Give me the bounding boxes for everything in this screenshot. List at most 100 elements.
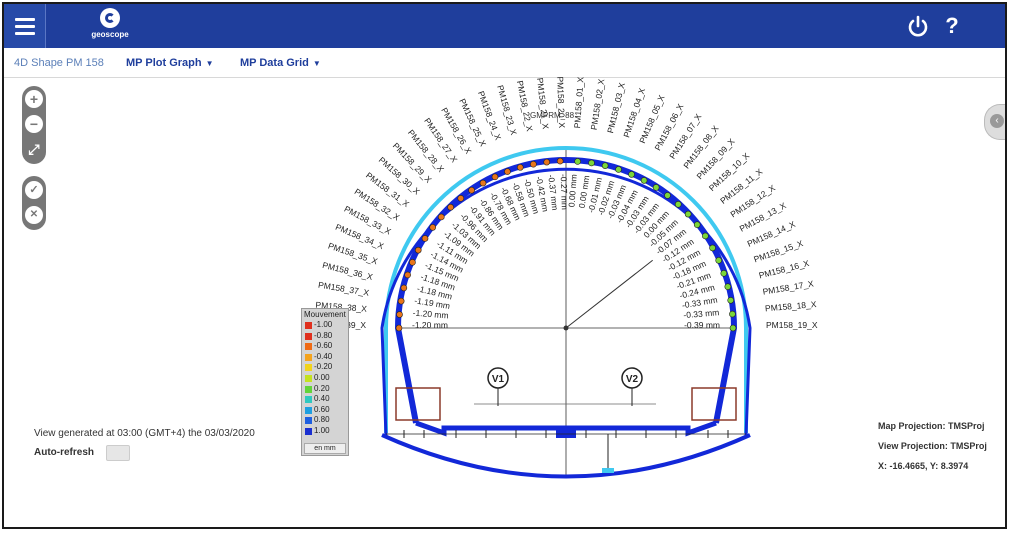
legend-value: -0.80 [314,330,333,340]
coordinates-readout: X: -16.4665, Y: 8.3974 [878,461,969,471]
measurement-point [729,310,736,318]
point-name-label: PM158_18_X [765,299,817,313]
point-name-label: PM158_02_X [589,78,607,131]
zoom-controls: + − ⤢ [22,86,46,164]
measurement-point [574,158,581,165]
measurement-point [709,244,716,252]
point-name-label: PM158_01_X [572,76,586,128]
caret-down-icon: ▼ [205,59,214,68]
point-name-label: PM158_19_X [766,320,818,330]
measurement-point [674,201,682,208]
legend-swatch [305,385,312,393]
measurement-point [429,224,437,231]
confirm-button[interactable]: ✓ [25,181,43,199]
zoom-in-button[interactable]: + [25,90,43,108]
breadcrumb: 4D Shape PM 158 [14,57,104,69]
measurement-point [715,257,722,264]
measurement-point [588,159,595,167]
measurement-point [447,203,454,211]
drain-pipe [602,468,614,473]
legend-row: 0.40 [302,394,348,405]
hamburger-menu-button[interactable] [4,4,46,48]
legend-swatch [305,406,312,414]
measurement-point [516,164,524,171]
legend-value: -0.20 [314,362,333,372]
zoom-out-button[interactable]: − [25,115,43,133]
radius-line [565,259,653,329]
legend-value: -0.40 [314,351,333,361]
measurement-point [400,284,408,292]
legend-rows: -1.00 -0.80 -0.60 -0.40 -0.20 0.00 0.20 0.40 0.6… [302,320,348,437]
movement-legend: Mouvement -1.00 -0.80 -0.60 -0.40 -0.20 0.00 0… [301,308,349,456]
top-point-label: GMPRM_88 [530,111,575,120]
fit-extent-button[interactable]: ⤢ [28,141,40,157]
inner-lining [394,157,738,424]
action-controls: ✓ ✕ [22,176,46,230]
auto-refresh-label: Auto-refresh [34,447,95,458]
chevron-left-icon: ‹ [990,114,1004,128]
power-button[interactable] [904,12,932,40]
view-generated-text: View generated at 03:00 (GMT+4) the 03/0… [34,428,255,439]
legend-value: 1.00 [314,425,330,435]
legend-value: 0.00 [314,372,330,382]
measurement-point [615,166,622,173]
measurement-point [628,171,635,178]
measurement-point [396,311,403,318]
legend-title: Mouvement [304,310,346,319]
geoscope-logo: geoscope [90,8,130,46]
mp-plot-graph-menu[interactable]: MP Plot Graph ▼ [126,57,214,69]
measurement-point [664,192,671,199]
measurement-point [409,259,416,266]
point-name-label: PM158_21_X [535,77,551,130]
outer-lining-light [384,146,748,433]
legend-swatch [305,417,312,425]
point-value-label: -1.20 mm [412,320,448,330]
menu-label: MP Plot Graph [126,57,202,69]
point-value-label: 0.00 mm [577,175,592,209]
logo-text: geoscope [91,30,129,39]
measurement-point [468,186,475,194]
legend-swatch [305,322,312,329]
top-bar: geoscope ? [4,4,1005,48]
outer-lining [380,167,752,437]
measurement-point [491,173,499,181]
point-name-label: PM158_36_X [321,260,374,282]
measurement-points [395,157,737,332]
section-markers: V1 V2 [487,367,643,406]
right-walkway [691,387,737,421]
mp-data-grid-menu[interactable]: MP Data Grid ▼ [240,57,321,69]
legend-unit: en mm [304,443,346,454]
legend-swatch [305,374,312,382]
point-value-label: -0.27 mm [559,174,570,210]
sub-navigation: 4D Shape PM 158 MP Plot Graph ▼ MP Data G… [4,48,1005,78]
legend-swatch [305,343,312,351]
side-panel-toggle[interactable]: ‹ [984,104,1005,140]
caret-down-icon: ▼ [312,59,321,68]
measurement-point [720,270,728,277]
measurement-point [601,162,609,169]
legend-value: 0.60 [314,404,330,414]
auto-refresh-toggle[interactable] [106,445,130,461]
measurement-point [404,271,411,279]
legend-row: 0.80 [302,415,348,426]
legend-value: 0.80 [314,415,330,425]
legend-row: -0.20 [302,362,348,373]
point-name-label: PM158_17_X [762,278,815,296]
point-value-label: -0.33 mm [683,307,720,320]
legend-row: -0.60 [302,341,348,352]
clear-button[interactable]: ✕ [25,206,43,224]
measurement-point [702,232,709,240]
measurement-point [437,213,445,221]
measurement-point [395,324,403,332]
measurement-point [729,324,737,332]
measurement-point [457,195,465,202]
measurement-point [652,184,660,191]
center-point [563,325,569,331]
legend-row: 0.00 [302,373,348,384]
legend-row: -1.00 [302,320,348,331]
help-button[interactable]: ? [945,13,959,38]
section-marker-label: V2 [626,374,639,385]
measurement-point [684,210,692,218]
legend-row: -0.80 [302,331,348,342]
